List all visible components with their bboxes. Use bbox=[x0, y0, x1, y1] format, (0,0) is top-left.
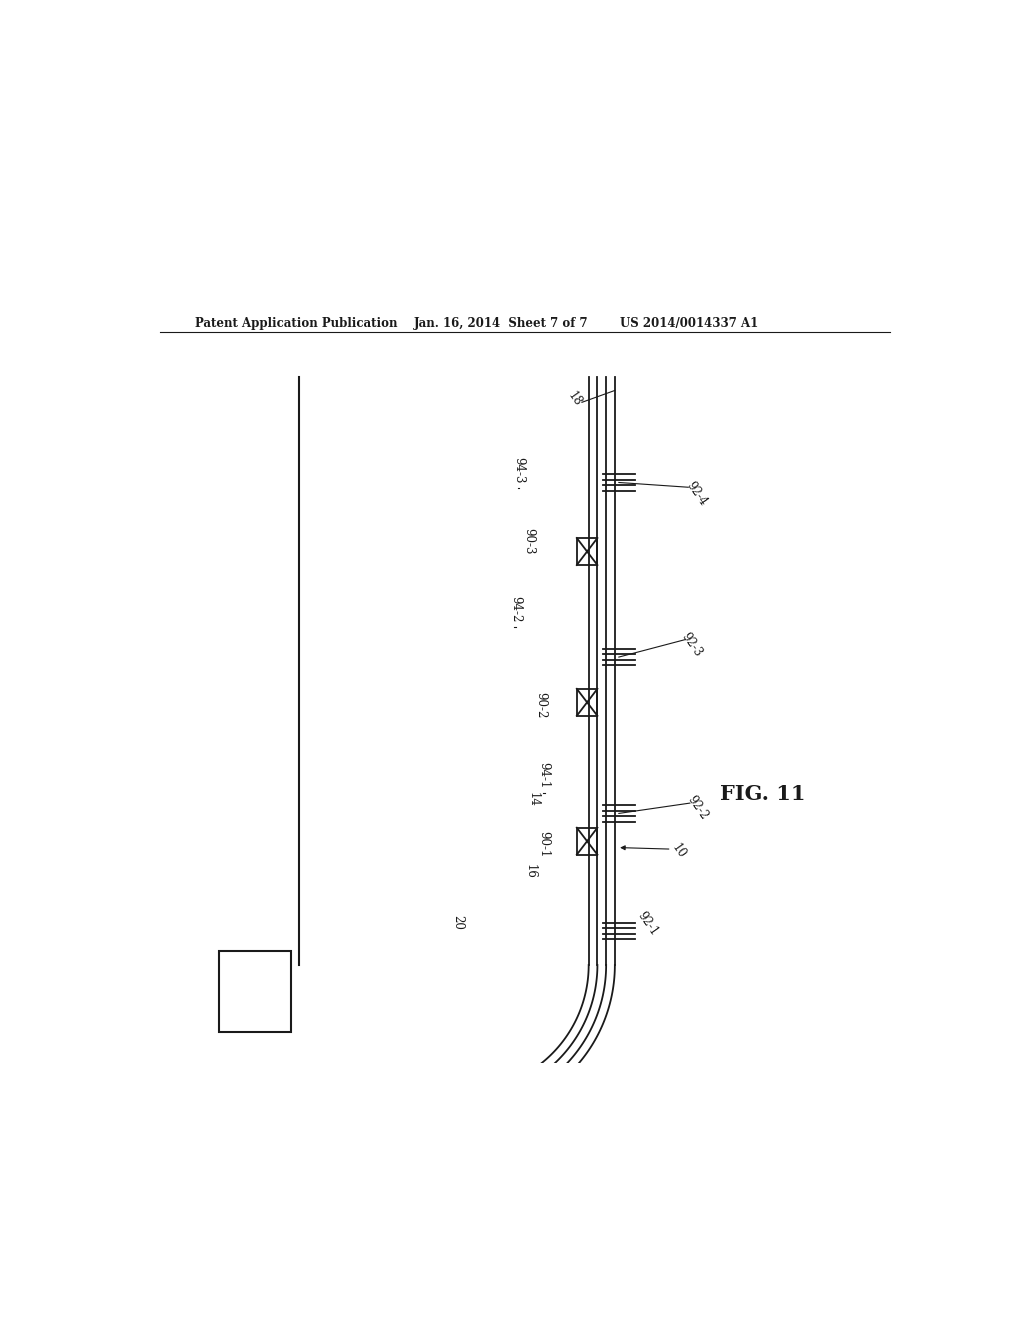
Text: Patent Application Publication: Patent Application Publication bbox=[196, 317, 398, 330]
Text: 90-3: 90-3 bbox=[522, 528, 536, 554]
Bar bbox=[219, 950, 291, 1032]
Text: 16: 16 bbox=[524, 863, 537, 879]
Text: US 2014/0014337 A1: US 2014/0014337 A1 bbox=[620, 317, 759, 330]
Text: 90-1: 90-1 bbox=[538, 832, 550, 858]
Text: 90-2: 90-2 bbox=[535, 692, 547, 718]
Text: 14: 14 bbox=[527, 792, 540, 808]
Text: 92-3: 92-3 bbox=[679, 630, 705, 659]
Text: Jan. 16, 2014  Sheet 7 of 7: Jan. 16, 2014 Sheet 7 of 7 bbox=[414, 317, 589, 330]
Text: 92-1: 92-1 bbox=[635, 909, 660, 939]
Text: 92-4: 92-4 bbox=[683, 479, 709, 508]
Text: 92-2: 92-2 bbox=[685, 793, 711, 822]
Text: 20: 20 bbox=[451, 915, 464, 929]
Text: 18: 18 bbox=[565, 389, 585, 409]
Bar bbox=[577, 689, 597, 715]
Text: 94-2: 94-2 bbox=[509, 597, 522, 623]
Text: 94-3: 94-3 bbox=[512, 457, 525, 484]
Text: FIG. 11: FIG. 11 bbox=[720, 784, 806, 804]
Text: 10: 10 bbox=[669, 841, 688, 861]
Bar bbox=[577, 828, 597, 854]
Text: 94-1: 94-1 bbox=[538, 762, 550, 788]
Bar bbox=[577, 539, 597, 565]
